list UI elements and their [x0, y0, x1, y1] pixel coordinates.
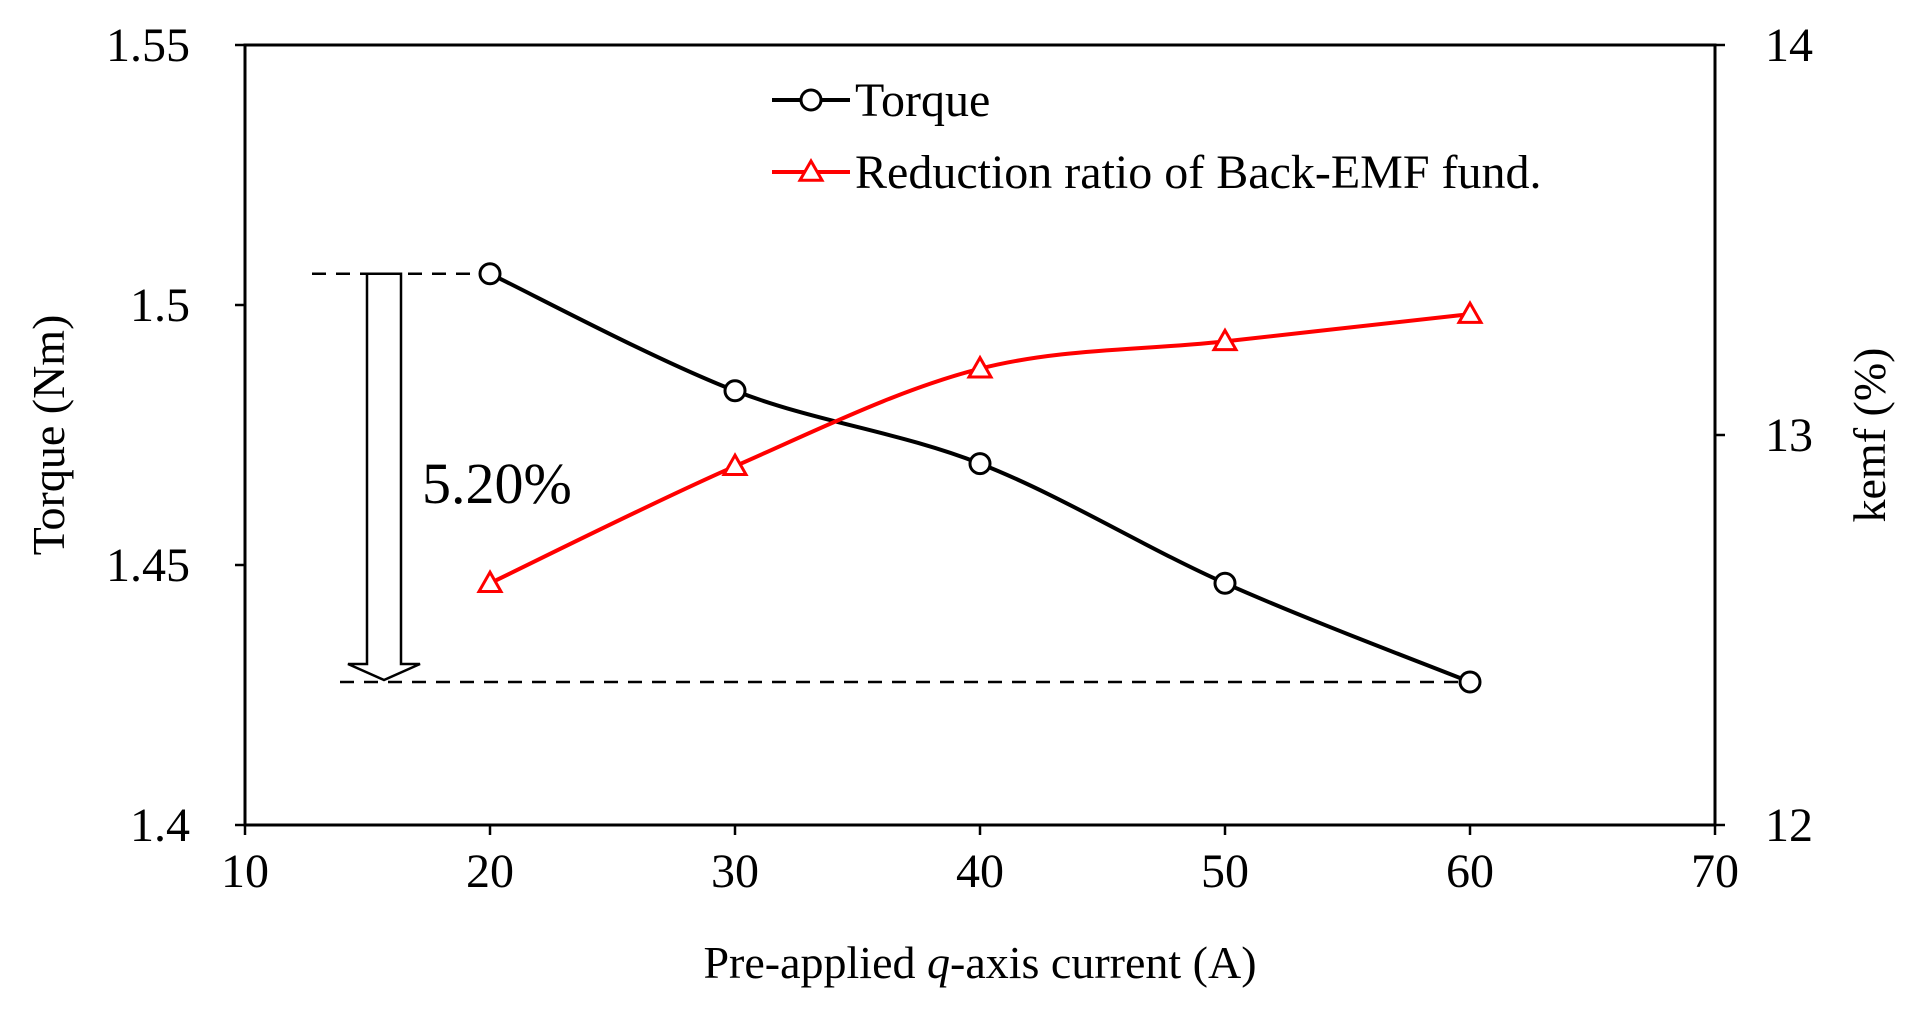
x-tick-label: 60 — [1446, 845, 1494, 898]
data-point — [1211, 327, 1239, 352]
y-left-tick-label: 1.4 — [130, 799, 190, 852]
series-back-emf-ratio — [476, 300, 1484, 593]
y-right-tick-label: 12 — [1765, 799, 1813, 852]
legend-marker — [797, 157, 825, 182]
series-line — [489, 312, 1471, 586]
x-tick-label: 50 — [1201, 845, 1249, 898]
data-point — [966, 354, 994, 379]
data-point — [968, 452, 992, 476]
series-torque — [478, 262, 1482, 694]
x-tick-label: 70 — [1691, 845, 1739, 898]
data-point — [1213, 571, 1237, 595]
y-right-tick-label: 14 — [1765, 19, 1813, 72]
y-left-tick-label: 1.45 — [106, 539, 190, 592]
x-tick-label: 20 — [466, 845, 514, 898]
x-tick-label: 10 — [221, 845, 269, 898]
x-tick-label: 40 — [956, 845, 1004, 898]
legend-item: Reduction ratio of Back-EMF fund. — [772, 146, 1542, 199]
legend-label: Reduction ratio of Back-EMF fund. — [855, 146, 1542, 199]
legend-label: Torque — [855, 74, 990, 127]
data-point — [478, 262, 502, 286]
x-axis-title: Pre-applied q-axis current (A) — [703, 937, 1256, 988]
data-point — [1458, 670, 1482, 694]
x-tick-label: 30 — [711, 845, 759, 898]
reduction-arrow — [347, 272, 421, 682]
y-right-tick-label: 13 — [1765, 409, 1813, 462]
data-point — [721, 452, 749, 476]
y-axis-title-right: kemf (%) — [1844, 348, 1895, 523]
reduction-annotation: 5.20% — [422, 451, 572, 516]
y-axis-title-left: Torque (Nm) — [23, 315, 74, 556]
data-point — [476, 569, 504, 593]
y-left-tick-label: 1.5 — [130, 279, 190, 332]
series-line — [489, 271, 1471, 684]
data-point — [723, 379, 747, 403]
data-point — [1456, 300, 1484, 324]
y-left-tick-label: 1.55 — [106, 19, 190, 72]
legend-item: Torque — [772, 74, 990, 127]
legend-marker — [799, 88, 823, 112]
